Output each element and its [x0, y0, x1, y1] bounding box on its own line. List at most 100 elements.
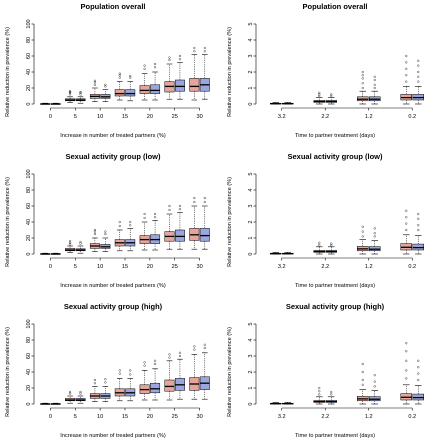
box-series-1	[40, 102, 51, 105]
outlier-point	[373, 385, 376, 388]
outlier-point	[143, 212, 146, 216]
outlier-point	[168, 356, 171, 359]
x-tick-label: 20	[147, 264, 153, 270]
box-series-1	[400, 54, 412, 105]
box-series-2	[50, 252, 61, 255]
outlier-point	[154, 66, 157, 69]
outlier-point	[361, 86, 364, 90]
box-series-2	[125, 74, 136, 102]
y-tick-label: 40	[26, 219, 32, 225]
outlier-point	[373, 83, 376, 86]
y-tick-label: 0	[26, 252, 32, 255]
y-axis-label: Relative reduction in prevalence (%)	[227, 27, 233, 117]
outlier-point	[154, 62, 157, 66]
box	[150, 84, 161, 94]
x-axis-label: Time to partner treatment (days)	[295, 283, 375, 289]
outlier-point	[373, 227, 376, 230]
outlier-point	[203, 50, 206, 53]
box-series-2	[369, 227, 381, 255]
outlier-point	[79, 392, 82, 395]
outlier-point	[318, 244, 321, 247]
box-series-2	[50, 402, 61, 405]
box-series-1	[89, 228, 100, 252]
outlier-point	[417, 228, 420, 232]
outlier-point	[318, 393, 321, 396]
outlier-point	[417, 378, 420, 382]
box-series-2	[174, 351, 185, 400]
box-series-1	[189, 345, 200, 400]
y-tick-label: 0	[248, 252, 254, 255]
x-tick-label: 0	[49, 414, 52, 420]
y-tick-label: 1	[248, 236, 254, 239]
outlier-point	[168, 208, 171, 212]
x-tick-label: 0	[49, 264, 52, 270]
y-tick-label: 20	[26, 85, 32, 91]
box-series-2	[199, 343, 210, 400]
outlier-point	[193, 200, 196, 204]
panel-low-activity-time: Sexual activity group (low) Relative red…	[227, 152, 424, 289]
outlier-point	[330, 94, 333, 98]
outlier-point	[405, 61, 408, 64]
outlier-point	[203, 196, 206, 200]
y-axis-label: Relative reduction in prevalence (%)	[5, 27, 11, 117]
y-axis-label: Relative reduction in prevalence (%)	[5, 327, 11, 417]
outlier-point	[104, 85, 107, 88]
outlier-point	[143, 361, 146, 364]
outlier-point	[405, 74, 408, 77]
box-series-2	[325, 93, 337, 105]
y-tick-label: 5	[248, 322, 254, 325]
box-series-1	[89, 378, 100, 402]
outlier-point	[373, 235, 376, 238]
box-series-2	[282, 102, 294, 105]
y-tick-label: 2	[248, 70, 254, 73]
box-series-1	[114, 72, 125, 101]
box-series-2	[199, 196, 210, 250]
box	[174, 79, 185, 92]
box-series-2	[174, 204, 185, 250]
box-series-2	[150, 359, 161, 401]
outlier-point	[203, 346, 206, 350]
outlier-point	[143, 67, 146, 70]
outlier-point	[193, 348, 196, 351]
y-tick-label: 0	[248, 402, 254, 405]
box-series-1	[114, 220, 125, 252]
x-tick-label: 25	[172, 114, 178, 120]
x-tick-label: 2.2	[321, 114, 329, 120]
box	[189, 78, 200, 92]
outlier-point	[168, 58, 171, 62]
outlier-point	[318, 241, 321, 244]
x-tick-label: 2.2	[321, 264, 329, 270]
x-tick-label: 10	[97, 414, 103, 420]
outlier-point	[68, 243, 72, 246]
outlier-point	[143, 216, 146, 220]
outlier-point	[330, 244, 333, 247]
outlier-point	[93, 230, 96, 233]
outlier-point	[129, 76, 132, 79]
box-series-2	[150, 212, 161, 251]
x-tick-label: 15	[122, 264, 128, 270]
panel-title: Sexual activity group (high)	[286, 302, 385, 311]
y-tick-label: 1	[248, 386, 254, 389]
box-series-1	[65, 240, 76, 253]
box-series-1	[65, 390, 76, 404]
box-series-1	[40, 402, 51, 405]
box	[164, 379, 175, 392]
outlier-point	[361, 370, 364, 374]
outlier-point	[68, 240, 72, 243]
outlier-point	[104, 381, 107, 384]
plot-area: 0 1 2 3 4 5 3.2 2.2 1.2 0.2	[248, 322, 424, 420]
outlier-point	[129, 220, 132, 224]
y-tick-label: 4	[248, 338, 254, 341]
outlier-point	[154, 359, 157, 362]
y-tick-label: 1	[248, 86, 254, 89]
box-series-1	[164, 353, 175, 401]
outlier-point	[118, 369, 121, 372]
x-axis-label: Increase in number of treated partners (…	[60, 133, 166, 139]
box-series-2	[75, 390, 86, 404]
outlier-point	[93, 81, 96, 84]
panel-high-activity-time: Sexual activity group (high) Relative re…	[227, 302, 424, 439]
outlier-point	[373, 374, 376, 377]
box-series-2	[282, 252, 294, 255]
outlier-point	[68, 392, 72, 395]
